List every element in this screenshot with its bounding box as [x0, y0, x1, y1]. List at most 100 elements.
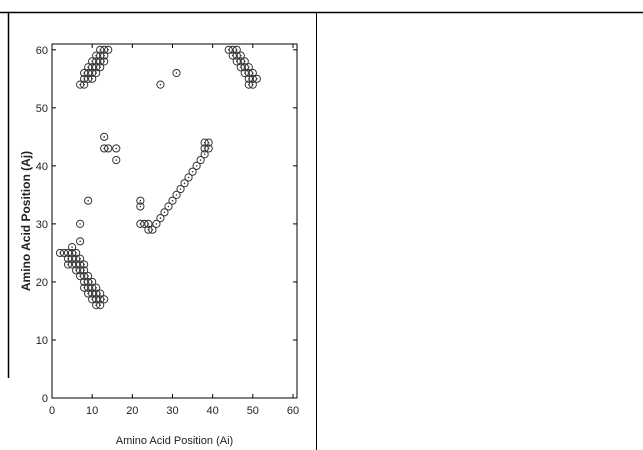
- data-point: [104, 45, 113, 54]
- y-tick-label: 0: [42, 393, 48, 405]
- data-point-center: [83, 269, 85, 272]
- axes-box: [51, 43, 298, 399]
- data-point: [96, 301, 105, 310]
- data-point-center: [107, 49, 110, 51]
- y-tick-label: 60: [36, 45, 48, 57]
- data-point: [188, 167, 197, 176]
- data-point-center: [71, 246, 73, 248]
- x-tick-label: 60: [287, 405, 299, 417]
- data-point-center: [239, 54, 242, 57]
- data-point-center: [103, 54, 106, 57]
- data-point: [176, 184, 185, 194]
- data-point: [76, 254, 85, 263]
- data-point: [100, 51, 109, 60]
- data-point: [104, 144, 113, 153]
- data-point-center: [175, 194, 178, 196]
- data-point-center: [183, 182, 186, 185]
- y-tick-label: 10: [36, 335, 48, 347]
- data-point-center: [79, 223, 81, 225]
- data-point: [100, 295, 109, 304]
- data-point-center: [163, 211, 166, 214]
- data-point: [152, 219, 161, 229]
- data-point-center: [171, 199, 174, 202]
- x-tick-label: 0: [49, 405, 55, 417]
- data-point-center: [195, 165, 198, 167]
- data-point-center: [256, 78, 258, 80]
- data-point-center: [107, 147, 110, 150]
- data-point: [248, 68, 257, 78]
- data-point-center: [207, 141, 210, 144]
- data-point-center: [175, 72, 178, 74]
- data-point: [92, 68, 101, 78]
- data-point-center: [115, 159, 118, 161]
- data-point-center: [95, 286, 97, 289]
- data-point-center: [139, 199, 142, 202]
- data-point-center: [91, 78, 93, 80]
- data-point: [80, 266, 89, 275]
- data-point: [172, 190, 181, 199]
- data-point: [192, 161, 201, 170]
- data-point: [92, 283, 101, 292]
- x-tick-label: 40: [207, 405, 219, 417]
- data-point-center: [103, 136, 106, 138]
- data-point: [100, 57, 109, 66]
- data-point-center: [155, 223, 158, 225]
- data-point-center: [167, 205, 170, 208]
- data-point-center: [87, 275, 89, 277]
- data-point-center: [179, 188, 182, 190]
- data-point: [112, 155, 121, 165]
- data-point: [248, 80, 257, 89]
- data-point: [236, 51, 245, 60]
- data-point: [136, 196, 145, 205]
- data-point: [164, 202, 173, 211]
- data-point-center: [115, 147, 118, 150]
- scatter-plot: 0 10 20 30 40 50 60 0 10 20 30 40 50 60 Amino Acid Po…: [19, 43, 299, 447]
- data-point-center: [243, 60, 246, 63]
- y-tick-label: 30: [36, 219, 48, 231]
- data-point: [76, 219, 85, 229]
- data-point: [96, 289, 105, 298]
- data-point: [100, 132, 109, 141]
- axis-ticks: 0 10 20 30 40 50 60 0 10 20 30 40 50 60: [36, 44, 299, 417]
- data-point-center: [83, 263, 85, 266]
- data-point-center: [87, 199, 89, 202]
- data-point-center: [75, 252, 77, 254]
- data-point: [252, 74, 261, 83]
- data-point-center: [252, 83, 254, 86]
- data-point: [71, 248, 81, 258]
- data-point-center: [252, 72, 254, 74]
- x-tick-label: 20: [126, 405, 138, 417]
- data-point: [244, 63, 253, 72]
- data-point: [84, 272, 93, 281]
- data-point-center: [99, 292, 101, 295]
- data-point: [204, 144, 213, 153]
- x-axis-label: Amino Acid Position (Ai): [116, 435, 233, 447]
- data-point-center: [91, 281, 93, 283]
- data-point: [88, 74, 97, 83]
- data-point-center: [191, 170, 194, 173]
- data-point-center: [151, 228, 154, 231]
- data-point-center: [203, 153, 206, 156]
- data-point: [204, 138, 213, 147]
- data-point: [80, 80, 89, 89]
- data-point-center: [99, 304, 101, 306]
- x-tick-label: 50: [247, 405, 259, 417]
- data-point: [156, 213, 165, 223]
- data-point: [196, 155, 205, 165]
- data-point-center: [147, 223, 150, 225]
- data-point: [156, 80, 165, 89]
- data-point-center: [83, 83, 85, 86]
- data-point-center: [79, 257, 81, 260]
- data-point-center: [95, 72, 97, 74]
- data-point: [76, 237, 85, 246]
- data-point: [180, 179, 189, 188]
- data-point: [172, 68, 181, 78]
- data-point-center: [159, 83, 162, 86]
- y-tick-label: 50: [36, 103, 48, 115]
- data-point-center: [103, 298, 106, 301]
- data-point: [184, 173, 193, 182]
- data-point: [136, 202, 145, 211]
- y-tick-label: 40: [36, 161, 48, 173]
- data-point: [144, 219, 153, 229]
- data-point: [80, 260, 89, 269]
